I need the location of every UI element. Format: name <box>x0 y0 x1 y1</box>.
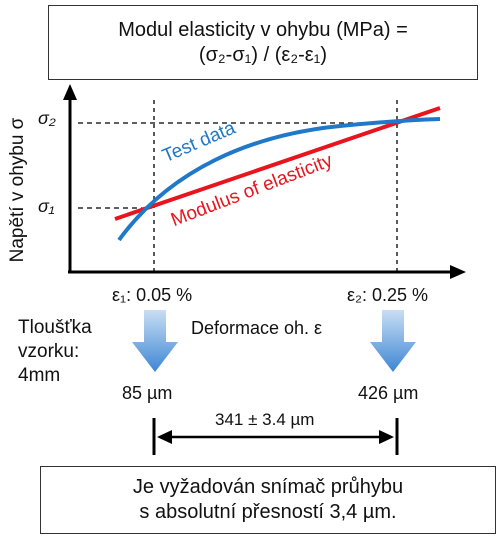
eps2-down-arrow <box>370 310 416 372</box>
thickness-line-1: Tloušťka <box>18 317 92 338</box>
conclusion-line-2: s absolutní přesností 3,4 µm. <box>139 501 397 523</box>
x-axis-label: Deformace oh. ε <box>191 318 323 338</box>
modulus-line <box>114 106 441 221</box>
conclusion-line-1: Je vyžadován snímač průhybu <box>132 476 404 498</box>
formula-box: Modul elasticity v ohybu (MPa) = (σ₂-σ₁)… <box>48 5 478 80</box>
x-axis-arrowhead <box>450 265 466 279</box>
measure-right-arrowhead <box>379 430 394 444</box>
sigma2-label: σ₂ <box>38 108 56 128</box>
eps1-label: ε₁: 0.05 % <box>112 285 193 305</box>
thickness-line-2: vzorku: <box>18 341 80 362</box>
y-axis-label: Napětí v ohybu σ <box>7 117 28 263</box>
y-axis-arrowhead <box>63 84 77 100</box>
eps2-label: ε₂: 0.25 % <box>347 285 429 305</box>
sigma1-label: σ₁ <box>38 196 55 216</box>
right-displacement-value: 426 µm <box>358 383 419 403</box>
formula-line-2: (σ₂-σ₁) / (ε₂-ε₁) <box>198 43 328 66</box>
eps1-down-arrow <box>132 310 178 372</box>
test-data-curve <box>117 117 441 242</box>
measure-left-arrowhead <box>157 430 172 444</box>
displacement-difference: 341 ± 3.4 µm <box>215 410 315 429</box>
formula-line-1: Modul elasticity v ohybu (MPa) = <box>118 18 408 41</box>
left-displacement-value: 85 µm <box>122 383 173 403</box>
thickness-line-3: 4mm <box>18 365 61 386</box>
conclusion-box: Je vyžadován snímač průhybu s absolutní … <box>40 466 496 534</box>
